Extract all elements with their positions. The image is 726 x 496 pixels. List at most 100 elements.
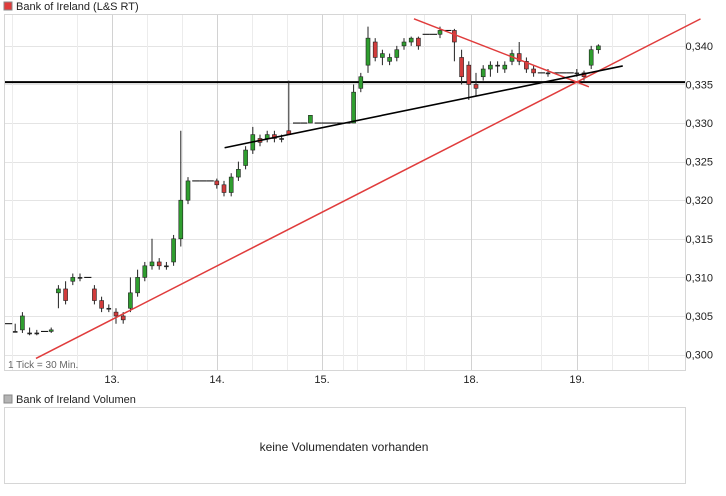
candle-body — [502, 64, 508, 70]
candle — [171, 234, 176, 266]
candle-body — [236, 169, 241, 178]
candle — [380, 49, 385, 66]
trend-line — [35, 18, 701, 360]
candle-body — [437, 30, 443, 35]
candle-body — [308, 115, 313, 124]
candle-body — [221, 184, 227, 193]
candle — [480, 65, 486, 81]
candle — [596, 44, 601, 54]
candle — [34, 329, 40, 336]
x-tick-label: 14. — [209, 374, 224, 386]
candle-body — [495, 64, 500, 67]
candles — [5, 26, 601, 336]
x-tick-label: 13. — [104, 374, 119, 386]
candle — [12, 323, 18, 333]
candle-body — [473, 84, 479, 89]
candle — [401, 38, 407, 50]
candle — [473, 72, 479, 97]
candle-body — [142, 265, 148, 278]
candle — [372, 38, 378, 62]
candle-body — [408, 37, 414, 43]
candle — [466, 61, 472, 100]
candle — [351, 84, 356, 124]
candle — [588, 45, 594, 70]
candle — [459, 49, 464, 85]
candle-body — [488, 64, 493, 70]
price-legend-label: Bank of Ireland (L&S RT) — [16, 1, 139, 13]
candle-body — [394, 49, 400, 58]
candle — [20, 312, 25, 333]
candle-body — [596, 45, 601, 51]
candle-body — [128, 292, 133, 309]
candle — [70, 273, 76, 286]
x-tick-label: 19. — [569, 374, 584, 386]
trend-line — [413, 18, 590, 88]
candle-body — [149, 261, 155, 267]
candle-body — [120, 315, 126, 321]
candle-body — [56, 288, 61, 294]
candle-body — [358, 76, 364, 89]
candle-body — [164, 265, 169, 268]
candle-body — [99, 300, 104, 309]
price-grid — [5, 15, 685, 370]
candle — [164, 261, 169, 270]
volume-legend-swatch — [3, 394, 13, 404]
y-tick-label: 0,335 — [685, 79, 713, 91]
candle — [387, 53, 392, 66]
y-tick-label: 0,315 — [685, 234, 713, 246]
candle-body — [416, 37, 421, 47]
candle-body — [574, 72, 580, 75]
candle-body — [531, 68, 536, 74]
y-tick-label: 0,330 — [685, 118, 713, 130]
x-tick-label: 15. — [314, 374, 329, 386]
candle — [178, 130, 184, 247]
candle-body — [20, 315, 25, 331]
candle — [92, 285, 97, 305]
y-axis-ticks: 0,300 0,305 0,310 0,315 0,320 0,325 0,330 0,335… — [685, 41, 713, 362]
candle-body — [380, 53, 385, 58]
candle-body — [113, 311, 119, 317]
candle — [408, 36, 414, 46]
volume-panel — [4, 407, 686, 484]
candle-body — [480, 68, 486, 78]
candle-body — [77, 277, 83, 279]
candle-body — [243, 149, 248, 166]
candle-body — [63, 288, 68, 301]
candle — [365, 26, 371, 73]
candle-body — [70, 277, 76, 282]
candle — [488, 61, 493, 77]
candle-body — [34, 332, 40, 335]
candle — [516, 42, 522, 66]
candle — [221, 180, 227, 197]
candle — [531, 65, 536, 77]
candle — [185, 177, 191, 205]
candle — [394, 45, 400, 62]
candle-body — [387, 57, 392, 62]
no-volume-message: keine Volumendaten vorhanden — [260, 440, 429, 454]
candle-body — [185, 180, 191, 201]
y-tick-label: 0,300 — [685, 350, 713, 362]
y-tick-label: 0,305 — [685, 311, 713, 323]
candle — [142, 261, 148, 282]
candle-body — [545, 72, 551, 75]
candle — [77, 273, 83, 282]
candle — [228, 173, 234, 197]
candle — [502, 61, 508, 73]
trend-lines — [35, 18, 701, 360]
candle-body — [351, 91, 356, 124]
candle — [99, 296, 104, 313]
candle — [308, 115, 313, 124]
candle-body — [279, 138, 284, 140]
candle — [156, 258, 162, 270]
candle — [214, 178, 220, 189]
x-axis-ticks: 13. 14. 15. 18. 19. — [104, 374, 584, 386]
candle-body — [156, 261, 162, 267]
y-tick-label: 0,340 — [685, 41, 713, 53]
candle-body — [365, 37, 371, 66]
candle-body — [106, 307, 112, 310]
candle — [128, 277, 133, 313]
candle-body — [48, 329, 54, 332]
candle — [416, 36, 421, 50]
candle — [48, 327, 54, 333]
candle — [149, 238, 155, 270]
